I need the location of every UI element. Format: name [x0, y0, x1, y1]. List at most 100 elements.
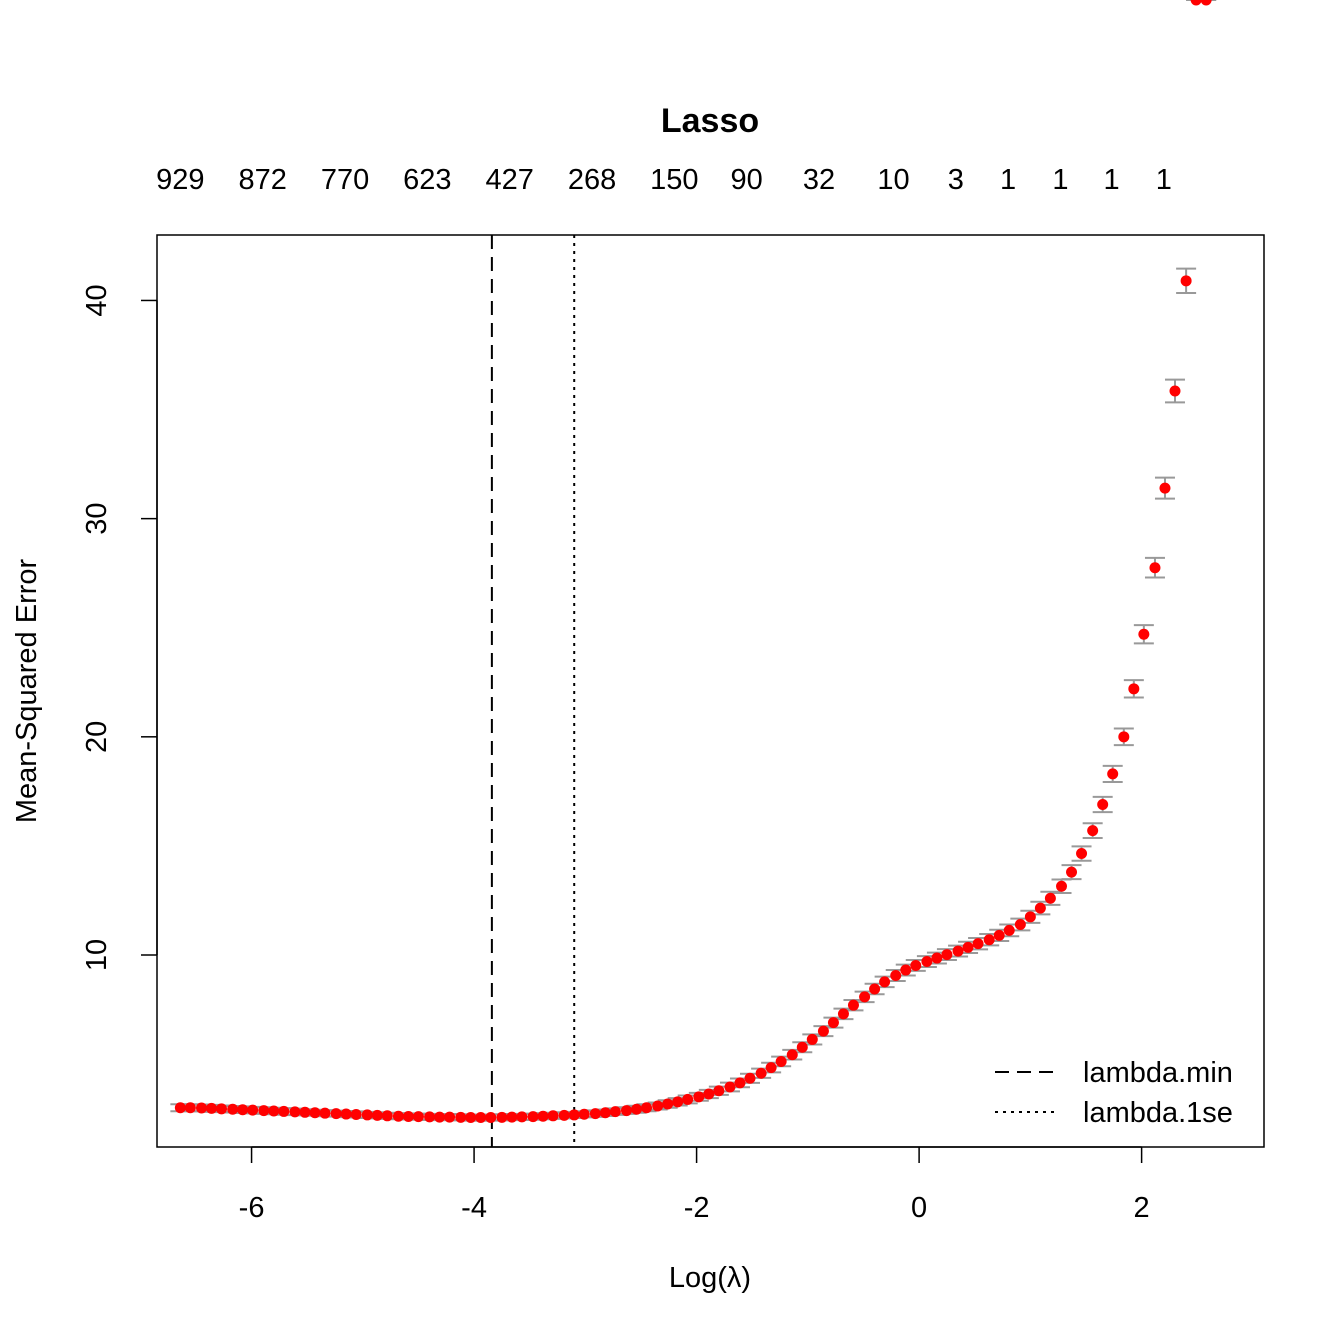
data-point	[775, 1055, 787, 1067]
data-point	[381, 1110, 393, 1122]
top-axis-label: 1	[1156, 164, 1172, 196]
data-point	[744, 1072, 756, 1084]
y-tick-label: 30	[81, 503, 113, 535]
data-point	[1169, 385, 1181, 397]
data-point	[931, 952, 943, 964]
data-point	[340, 1108, 352, 1120]
data-point	[1087, 825, 1099, 837]
data-point	[734, 1077, 746, 1089]
data-point	[817, 1025, 829, 1037]
data-point	[485, 1112, 497, 1124]
data-point	[330, 1108, 342, 1120]
plot-area-frame	[156, 234, 1265, 1148]
data-point	[890, 970, 902, 982]
x-axis: -6 -4 -2 0 2	[239, 1146, 1150, 1224]
data-point	[941, 949, 953, 961]
top-axis-label: 1	[1052, 164, 1068, 196]
data-point	[319, 1107, 331, 1119]
data-point	[371, 1109, 383, 1121]
data-point	[1003, 924, 1015, 936]
data-point	[1097, 798, 1109, 810]
data-point	[910, 959, 922, 971]
data-point	[174, 1102, 186, 1114]
top-axis-label: 872	[238, 164, 286, 196]
data-point	[662, 1098, 674, 1110]
data-point	[983, 934, 995, 946]
data-point	[837, 1008, 849, 1020]
data-point	[713, 1085, 725, 1097]
legend-label: lambda.min	[1083, 1057, 1233, 1089]
data-point	[972, 938, 984, 950]
x-tick-label: -4	[461, 1192, 487, 1224]
data-point	[506, 1111, 518, 1123]
y-tick-label: 20	[81, 721, 113, 753]
x-axis-label: Log(λ)	[669, 1262, 751, 1294]
data-point	[184, 1102, 196, 1114]
data-point	[599, 1107, 611, 1119]
data-point	[1190, 0, 1202, 6]
data-point	[1024, 911, 1036, 923]
chart-title: Lasso	[661, 102, 759, 140]
data-point	[900, 964, 912, 976]
data-point	[247, 1104, 259, 1116]
data-point	[859, 991, 871, 1003]
top-axis-label: 929	[156, 164, 204, 196]
top-axis-label: 150	[650, 164, 698, 196]
data-point	[869, 983, 881, 995]
y-axis-label: Mean-Squared Error	[11, 558, 43, 823]
y-tick-label: 10	[81, 939, 113, 971]
data-point	[765, 1062, 777, 1074]
data-point	[755, 1067, 767, 1079]
legend: lambda.min lambda.1se	[995, 1057, 1233, 1129]
data-point	[1159, 482, 1171, 494]
data-point	[299, 1106, 311, 1118]
data-point	[631, 1103, 643, 1115]
top-axis-label: 770	[321, 164, 369, 196]
legend-label: lambda.1se	[1083, 1097, 1233, 1129]
top-axis-label: 1	[1104, 164, 1120, 196]
data-point	[1118, 731, 1130, 743]
data-point	[693, 1091, 705, 1103]
data-point	[589, 1108, 601, 1120]
data-point	[392, 1110, 404, 1122]
data-point	[1076, 848, 1088, 860]
data-point	[434, 1111, 446, 1123]
data-point	[309, 1107, 321, 1119]
data-point	[1200, 0, 1212, 6]
data-point	[516, 1111, 528, 1123]
data-point	[1149, 562, 1161, 574]
data-point	[1138, 628, 1150, 640]
data-point	[879, 976, 891, 988]
data-point	[475, 1112, 487, 1124]
data-point	[806, 1033, 818, 1045]
data-point	[652, 1100, 664, 1112]
data-point	[796, 1041, 808, 1053]
lambda-reference-lines	[490, 235, 576, 1147]
data-point	[962, 941, 974, 953]
mse-points	[174, 0, 1212, 1124]
data-point	[786, 1049, 798, 1061]
x-tick-label: -2	[684, 1192, 710, 1224]
data-point	[1128, 683, 1140, 695]
data-point	[724, 1081, 736, 1093]
data-point	[350, 1108, 362, 1120]
data-point	[578, 1108, 590, 1120]
data-point	[952, 945, 964, 957]
data-point	[847, 999, 859, 1011]
data-point	[1014, 918, 1026, 930]
top-axis-label: 427	[485, 164, 533, 196]
data-point	[412, 1111, 424, 1123]
top-axis-label: 10	[877, 164, 909, 196]
data-point	[278, 1105, 290, 1117]
top-axis-nonzero-counts: 929 872 770 623 427 268 150 90 32 10 3 1 1 1 1	[156, 164, 1172, 196]
top-axis-label: 90	[731, 164, 763, 196]
data-point	[1107, 768, 1119, 780]
data-point	[1066, 866, 1078, 878]
data-point	[402, 1110, 414, 1122]
data-point	[568, 1109, 580, 1121]
data-point	[703, 1088, 715, 1100]
top-axis-label: 3	[948, 164, 964, 196]
data-point	[258, 1105, 270, 1117]
data-point	[558, 1109, 570, 1121]
